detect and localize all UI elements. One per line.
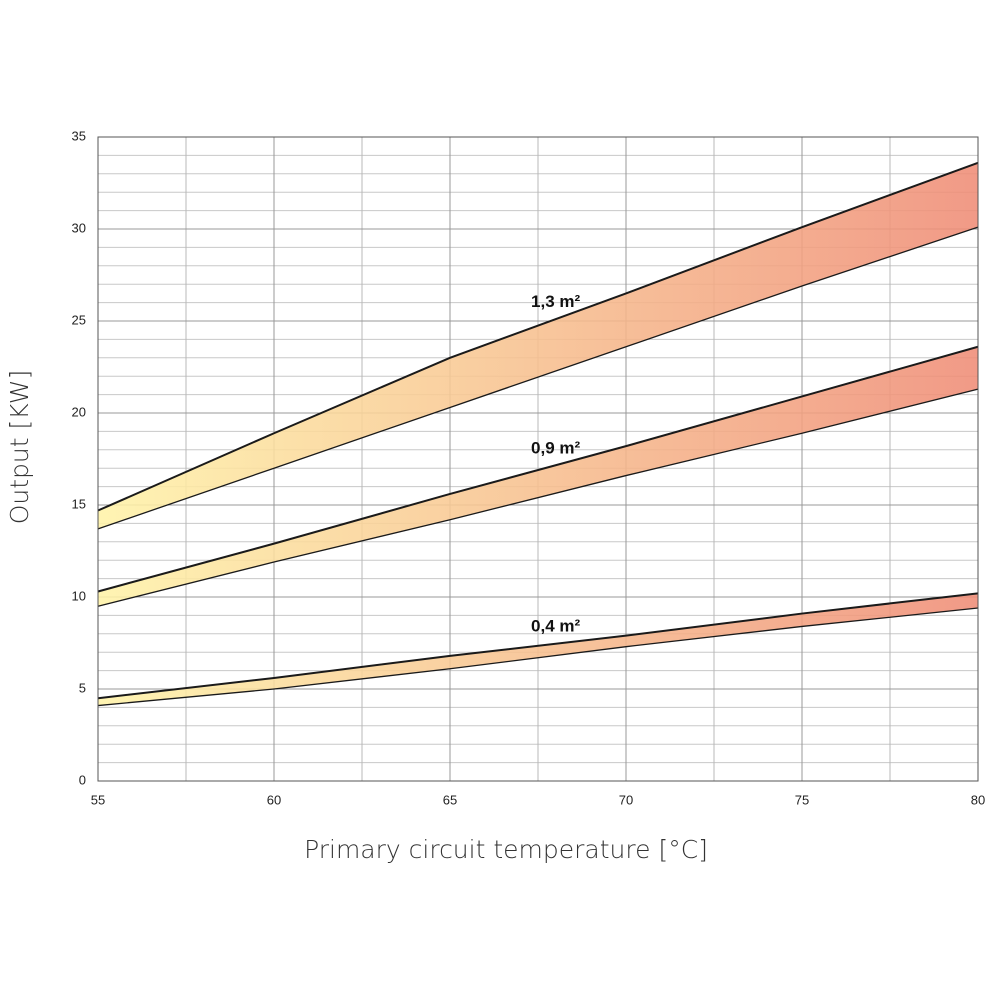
y-tick-label: 25 [72, 312, 86, 327]
x-tick-label: 60 [267, 792, 281, 807]
plot-frame [97, 136, 979, 782]
band-area [98, 593, 978, 706]
band-high-line [97, 345, 979, 593]
x-tick-label: 75 [795, 792, 809, 807]
x-axis-title: Primary circuit temperature [°C] [304, 835, 708, 864]
y-tick-label: 0 [79, 772, 86, 787]
band-area [98, 346, 978, 607]
band-low-line [97, 388, 979, 607]
y-tick-label: 20 [72, 404, 86, 419]
band-low-line [97, 607, 979, 707]
band-label: 0,9 m² [531, 438, 580, 457]
x-tick-label: 55 [91, 792, 105, 807]
x-tick-label: 80 [971, 792, 985, 807]
band-low-line [97, 226, 979, 530]
y-axis-title: Output [KW] [5, 370, 34, 525]
band-area [98, 162, 978, 529]
band-label: 0,4 m² [531, 617, 580, 636]
band-label: 1,3 m² [531, 292, 580, 311]
bands [97, 161, 979, 707]
x-tick-label: 65 [443, 792, 457, 807]
x-tick-label: 70 [619, 792, 633, 807]
y-tick-label: 30 [72, 220, 86, 235]
band-high-line [97, 592, 979, 700]
y-tick-label: 5 [79, 680, 86, 695]
band-high-line [97, 161, 979, 512]
y-tick-label: 10 [72, 588, 86, 603]
y-tick-label: 35 [72, 128, 86, 143]
y-tick-label: 15 [72, 496, 86, 511]
